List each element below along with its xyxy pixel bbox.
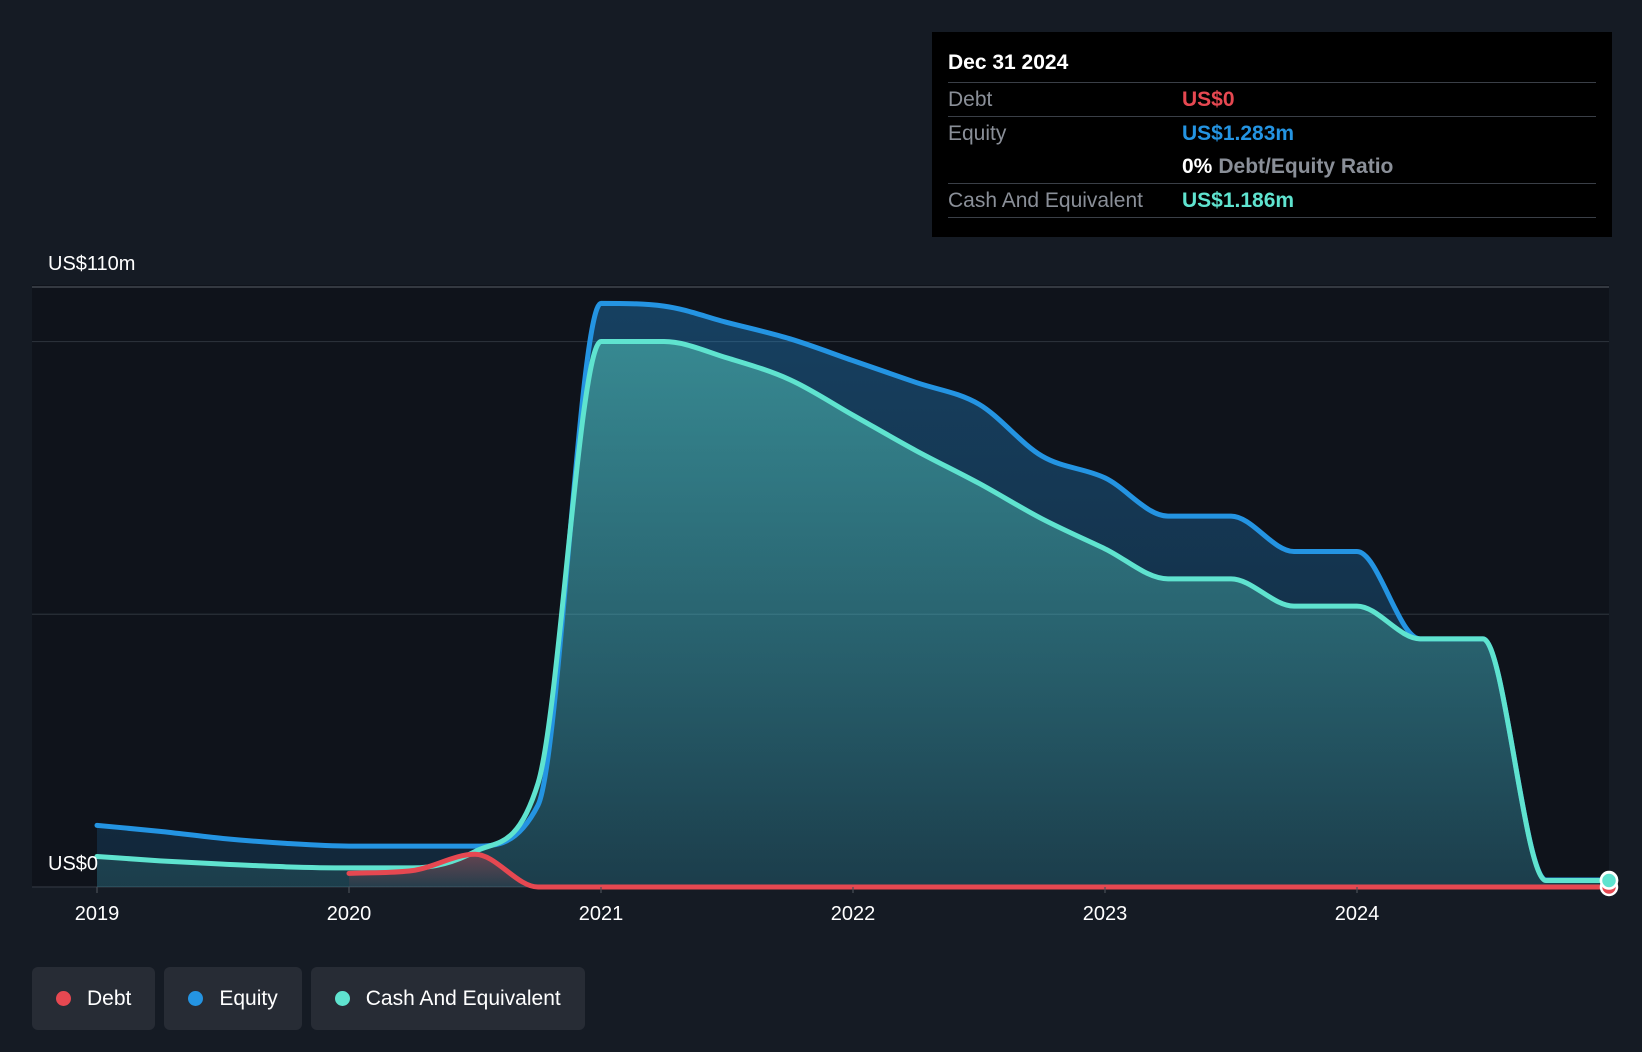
- tooltip-row-cash: Cash And Equivalent US$1.186m: [948, 184, 1596, 218]
- cash-area: [97, 341, 1609, 887]
- end-markers: [1599, 870, 1619, 897]
- y-axis-top-label: US$110m: [48, 253, 135, 275]
- data-tooltip: Dec 31 2024 Debt US$0 Equity US$1.283m 0…: [932, 32, 1612, 237]
- legend-item-equity[interactable]: Equity: [164, 967, 302, 1030]
- x-axis-ticks: 2019 2020 2021 2022 2023 2024: [75, 887, 1380, 925]
- tooltip-ratio-value: 0%: [1182, 155, 1213, 178]
- x-tick-label: 2022: [831, 903, 876, 925]
- tooltip-debt-value: US$0: [1182, 88, 1235, 111]
- x-tick-label: 2024: [1335, 903, 1380, 925]
- x-tick-label: 2023: [1083, 903, 1128, 925]
- x-tick-label: 2020: [327, 903, 372, 925]
- y-axis-bottom-label: US$0: [48, 853, 98, 875]
- chart-legend: Debt Equity Cash And Equivalent: [32, 967, 585, 1030]
- tooltip-row-ratio: 0% Debt/Equity Ratio: [948, 150, 1596, 184]
- legend-cash-label: Cash And Equivalent: [365, 986, 561, 1010]
- legend-item-cash[interactable]: Cash And Equivalent: [310, 967, 585, 1030]
- x-tick-label: 2019: [75, 903, 120, 925]
- tooltip-row-debt: Debt US$0: [948, 83, 1596, 117]
- dot-icon: [56, 991, 71, 1006]
- cash-line: [94, 339, 1612, 884]
- tooltip-ratio-label: Debt/Equity Ratio: [1218, 155, 1394, 178]
- tooltip-date: Dec 31 2024: [948, 46, 1596, 83]
- tooltip-cash-label: Cash And Equivalent: [948, 189, 1143, 212]
- equity-line: [94, 300, 1612, 883]
- tooltip-equity-value: US$1.283m: [1182, 122, 1295, 145]
- tooltip-debt-label: Debt: [948, 88, 993, 111]
- series-areas: [97, 303, 1609, 887]
- tooltip-row-equity: Equity US$1.283m: [948, 117, 1596, 150]
- legend-equity-label: Equity: [219, 986, 278, 1010]
- dot-icon: [334, 991, 350, 1006]
- debt-area: [349, 854, 1609, 887]
- x-tick-label: 2021: [579, 903, 624, 925]
- tooltip-equity-label: Equity: [948, 122, 1007, 145]
- dot-icon: [188, 991, 204, 1006]
- legend-item-debt[interactable]: Debt: [32, 967, 156, 1030]
- tooltip-cash-value: US$1.186m: [1182, 189, 1295, 212]
- tooltip-ratio-spacer: [948, 150, 1182, 183]
- legend-debt-label: Debt: [87, 986, 132, 1010]
- cash-end-marker: [1599, 871, 1619, 890]
